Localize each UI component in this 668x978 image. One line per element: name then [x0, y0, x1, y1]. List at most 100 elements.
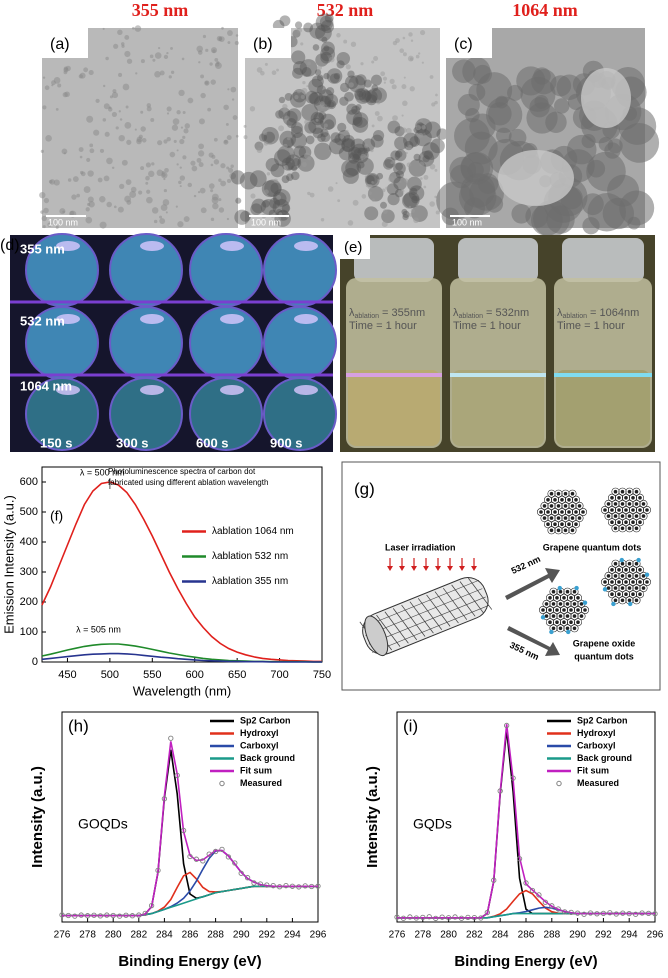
texture: [430, 138, 445, 154]
nanotube: [359, 577, 493, 657]
glow: [220, 241, 244, 251]
legend-label: Carboxyl: [577, 740, 616, 750]
atom: [560, 498, 564, 502]
texture: [375, 99, 381, 105]
ring: [580, 605, 589, 614]
texture: [346, 109, 363, 126]
texture: [286, 118, 297, 129]
atom: [620, 598, 625, 603]
texture: [394, 136, 408, 150]
atom: [570, 491, 575, 496]
atom: [627, 561, 632, 566]
atom: [641, 514, 646, 518]
row-label: 1064 nm: [20, 378, 72, 393]
texture: [419, 161, 425, 167]
wavelength-header: 1064 nm: [512, 0, 578, 20]
texture: [371, 87, 387, 104]
texture: [265, 157, 280, 172]
data-point: [168, 735, 174, 741]
texture: [125, 179, 132, 185]
texture: [287, 136, 291, 141]
texture: [434, 195, 438, 199]
ring: [568, 501, 577, 510]
data-point: [289, 883, 296, 889]
texture: [408, 144, 412, 149]
time-label: 900 s: [270, 435, 303, 450]
data-point: [72, 913, 78, 919]
texture: [269, 197, 281, 209]
value: = 1064nm: [590, 307, 639, 319]
texture: [285, 154, 302, 171]
glow: [220, 314, 244, 324]
atom: [539, 510, 543, 514]
ring: [628, 565, 637, 574]
data-point: [581, 911, 587, 917]
texture: [118, 134, 125, 142]
texture: [200, 207, 207, 214]
vial-liquid: [348, 370, 440, 446]
atom: [631, 592, 635, 596]
texture: [165, 211, 168, 214]
data-point: [59, 912, 65, 918]
texture: [103, 84, 106, 88]
texture: [354, 88, 367, 101]
atom: [576, 620, 580, 624]
texture: [384, 156, 396, 168]
texture: [47, 222, 52, 227]
ring: [635, 518, 644, 527]
scale-label: 100 nm: [251, 217, 281, 227]
texture: [103, 103, 110, 110]
subscript: ablation: [563, 313, 588, 320]
ring: [542, 599, 551, 608]
data-point: [491, 877, 497, 883]
data-point: [484, 909, 490, 916]
texture: [351, 105, 361, 115]
vial-cap: [562, 238, 644, 282]
texture: [409, 86, 415, 92]
atom: [634, 514, 639, 518]
texture: [266, 172, 271, 176]
texture: [113, 205, 117, 209]
symbol: λ: [453, 307, 459, 319]
texture: [213, 137, 218, 142]
texture: [48, 179, 53, 184]
atom: [641, 574, 646, 578]
texture: [402, 210, 410, 218]
data-point: [465, 914, 471, 921]
atom: [579, 614, 584, 618]
texture: [53, 179, 60, 186]
ring: [621, 565, 630, 574]
atom: [567, 510, 571, 514]
texture: [317, 133, 326, 143]
texture: [582, 217, 600, 235]
texture: [373, 56, 379, 61]
texture: [104, 131, 110, 137]
texture: [166, 112, 170, 115]
data-point: [308, 883, 315, 890]
atom: [546, 510, 550, 514]
glow: [56, 385, 80, 395]
texture: [337, 122, 347, 132]
vial-cap: [354, 238, 434, 282]
texture: [297, 89, 301, 94]
texture: [312, 44, 320, 51]
texture: [179, 175, 186, 181]
texture: [39, 191, 46, 199]
texture: [418, 52, 421, 55]
data-point: [84, 913, 91, 919]
label-box: [245, 28, 291, 58]
ring: [632, 487, 641, 496]
texture: [308, 92, 320, 105]
atom: [553, 510, 557, 514]
ring: [618, 571, 627, 580]
atom: [624, 496, 628, 500]
texture: [360, 158, 364, 161]
plot-frame: [41, 466, 323, 663]
texture: [330, 132, 342, 143]
texture: [171, 124, 179, 131]
ring: [611, 487, 620, 496]
texture: [390, 150, 401, 161]
texture: [67, 178, 72, 182]
atom: [634, 574, 639, 578]
texture: [386, 183, 399, 195]
